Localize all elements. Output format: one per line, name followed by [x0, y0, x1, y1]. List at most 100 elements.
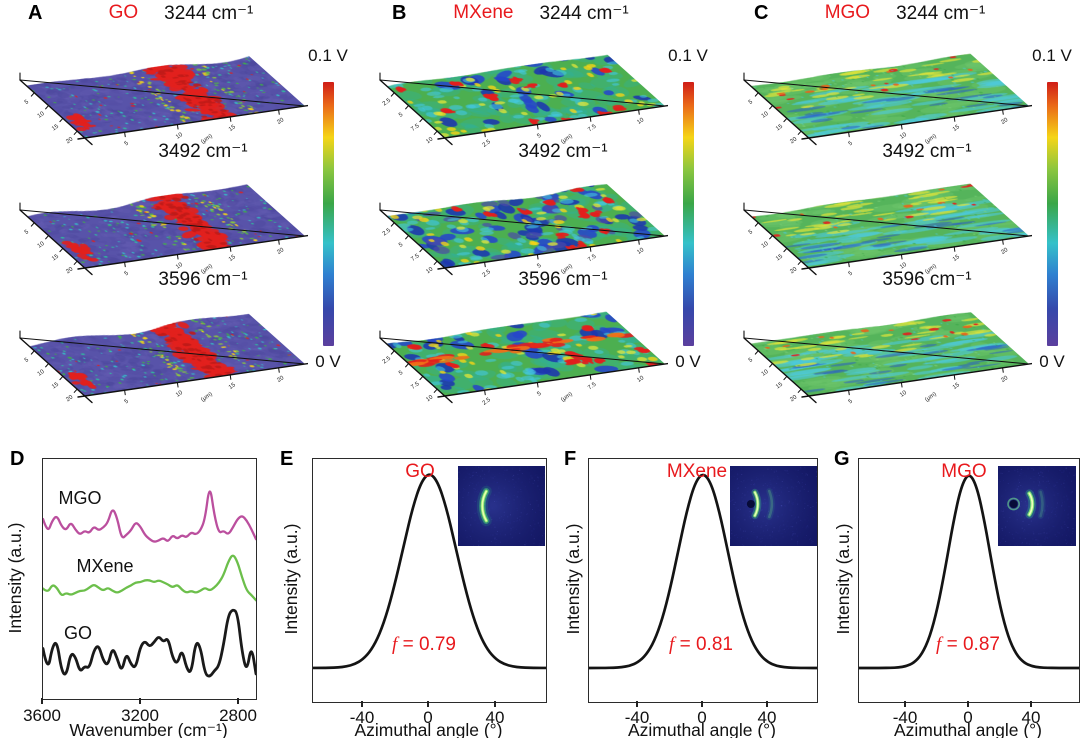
series-label-go: GO: [63, 623, 93, 643]
afm-ir-map: [8, 34, 308, 154]
x-tick-label: 40: [1021, 708, 1041, 727]
panel-a-column: A GO 3244 cm⁻¹ 3492 cm⁻¹ 3596 cm⁻¹ 0.1 V…: [8, 0, 360, 440]
colorbar-min-label: 0 V: [315, 352, 341, 371]
afm-ir-map: [732, 164, 1032, 284]
x-tick-label: 0: [963, 708, 973, 727]
panel-letter-b: B: [392, 2, 407, 24]
panel-letter-d: D: [10, 448, 25, 470]
panel-letter-g: G: [834, 448, 850, 470]
x-axis-label: Wavenumber (cm⁻¹): [69, 720, 228, 738]
panel-letter-e: E: [280, 448, 294, 470]
panel-e: E Intensity (a.u.) GO f = 0.79 -40 0 40 …: [272, 444, 552, 738]
afm-ir-map: [8, 164, 308, 284]
panel-letter-a: A: [28, 2, 43, 24]
colorbar: [683, 82, 694, 346]
f-symbol: f: [669, 634, 675, 655]
colorbar: [1047, 82, 1058, 346]
y-axis-label: Intensity (a.u.): [281, 523, 301, 635]
panel-a-title: GO 3244 cm⁻¹: [8, 2, 308, 25]
wavenumber-label: 3596 cm⁻¹: [882, 269, 972, 290]
y-axis-label: Intensity (a.u.): [5, 522, 25, 634]
material-label-mxene: MXene: [453, 2, 514, 23]
panel-c-title: MGO 3244 cm⁻¹: [732, 2, 1032, 25]
wavenumber-label: 3596 cm⁻¹: [518, 269, 608, 290]
y-axis-label: Intensity (a.u.): [833, 523, 853, 635]
wavenumber-label: 3244 cm⁻¹: [539, 3, 629, 24]
x-tick-label: -40: [892, 708, 918, 727]
f-value: = 0.87: [941, 634, 1000, 655]
afm-ir-map-canvas: [732, 292, 1032, 412]
afm-ir-map-canvas: [732, 34, 1032, 154]
panel-b-title: MXene 3244 cm⁻¹: [368, 2, 668, 25]
material-label-mgo: MGO: [824, 2, 871, 23]
afm-ir-map-canvas: [8, 34, 308, 154]
x-tick: [1030, 701, 1032, 707]
material-label-go: GO: [108, 2, 139, 23]
material-label-go: GO: [405, 461, 435, 482]
f-value: = 0.81: [674, 634, 733, 655]
x-tick: [636, 701, 638, 707]
afm-ir-map: [732, 292, 1032, 412]
orientation-factor-label: f = 0.87: [936, 634, 1000, 656]
x-tick-label: -40: [624, 708, 650, 727]
wavenumber-label: 3492 cm⁻¹: [518, 141, 608, 162]
colorbar-min-label: 0 V: [675, 352, 701, 371]
series-label-mxene: MXene: [76, 556, 134, 576]
x-tick: [41, 698, 43, 704]
x-tick-label: 2800: [219, 706, 257, 725]
x-tick: [361, 701, 363, 707]
waxs-inset-image: [458, 466, 545, 546]
afm-ir-map: [8, 292, 308, 412]
spectra-plot-box: [42, 458, 257, 700]
orientation-factor-label: f = 0.79: [392, 634, 456, 656]
waxs-inset: [998, 466, 1076, 546]
x-tick-label: 0: [423, 708, 433, 727]
afm-ir-map-canvas: [8, 292, 308, 412]
waxs-inset-image: [998, 466, 1076, 546]
panel-d: D Intensity (a.u.) MGO MXene GO 3600 320…: [0, 444, 270, 738]
material-label-mxene: MXene: [666, 461, 728, 482]
x-tick: [904, 701, 906, 707]
panel-f: F Intensity (a.u.) MXene f = 0.81 -40 0 …: [556, 444, 828, 738]
material-label-mgo: MGO: [941, 461, 987, 482]
colorbar-max-label: 0.1 V: [308, 46, 348, 65]
x-tick: [967, 701, 969, 707]
panel-letter-c: C: [754, 2, 769, 24]
x-tick: [139, 698, 141, 704]
colorbar: [323, 82, 334, 346]
colorbar-min-label: 0 V: [1039, 352, 1065, 371]
orientation-factor-label: f = 0.81: [669, 634, 733, 656]
afm-ir-map: [732, 34, 1032, 154]
spectra-plot-canvas: [43, 459, 256, 699]
x-tick: [427, 701, 429, 707]
f-symbol: f: [392, 634, 398, 655]
x-tick-label: 0: [697, 708, 707, 727]
x-tick: [494, 701, 496, 707]
colorbar-max-label: 0.1 V: [668, 46, 708, 65]
x-tick: [766, 701, 768, 707]
panel-g: G Intensity (a.u.) MGO f = 0.87 -40 0 40…: [826, 444, 1080, 738]
f-value: = 0.79: [397, 634, 456, 655]
waxs-inset: [458, 466, 545, 546]
colorbar-max-label: 0.1 V: [1032, 46, 1072, 65]
wavenumber-label: 3244 cm⁻¹: [896, 3, 986, 24]
afm-ir-map-canvas: [368, 292, 668, 412]
wavenumber-label: 3492 cm⁻¹: [158, 141, 248, 162]
waxs-inset-image: [730, 466, 817, 546]
wavenumber-label: 3492 cm⁻¹: [882, 141, 972, 162]
x-axis-label: Azimuthal angle (°): [354, 720, 503, 738]
x-tick-label: 40: [757, 708, 777, 727]
x-axis-label: Azimuthal angle (°): [627, 720, 777, 738]
panel-letter-f: F: [564, 448, 577, 470]
afm-ir-map: [368, 34, 668, 154]
x-tick: [701, 701, 703, 707]
afm-ir-map-canvas: [8, 164, 308, 284]
panel-b-column: B MXene 3244 cm⁻¹ 3492 cm⁻¹ 3596 cm⁻¹ 0.…: [368, 0, 720, 440]
afm-ir-map: [368, 164, 668, 284]
x-tick-label: 40: [485, 708, 505, 727]
waxs-inset: [730, 466, 817, 546]
y-axis-label: Intensity (a.u.): [563, 523, 583, 635]
afm-ir-map-canvas: [368, 34, 668, 154]
x-tick: [237, 698, 239, 704]
